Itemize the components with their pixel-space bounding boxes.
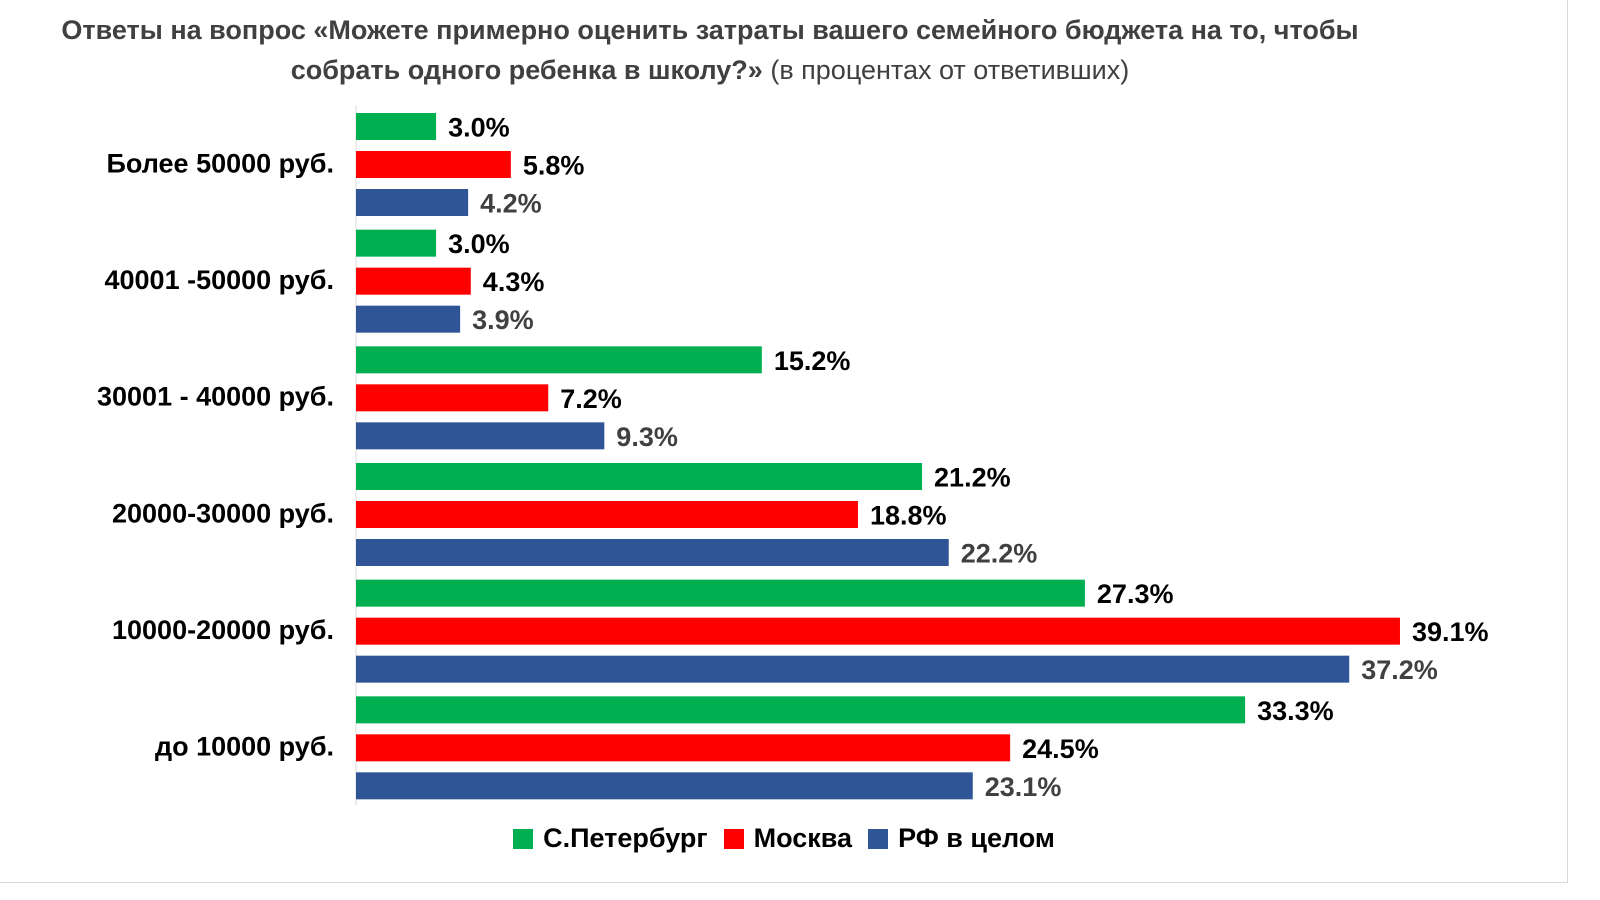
- chart-title-note: (в процентах от ответивших): [770, 55, 1130, 85]
- legend-item-spb: С.Петербург: [513, 823, 708, 854]
- category-label: 20000-30000 руб.: [112, 498, 334, 528]
- data-label-moscow: 18.8%: [870, 501, 947, 531]
- legend-label-moscow: Москва: [753, 823, 853, 853]
- data-label-moscow: 7.2%: [560, 384, 622, 414]
- data-label-moscow: 4.3%: [483, 267, 545, 297]
- bar-spb: [356, 229, 437, 257]
- bar-moscow: [356, 734, 1011, 762]
- bar-russia: [356, 305, 461, 333]
- bar-moscow: [356, 617, 1400, 645]
- bar-spb: [356, 696, 1246, 724]
- bar-moscow: [356, 384, 549, 412]
- data-label-russia: 3.9%: [472, 305, 534, 335]
- bar-russia: [356, 539, 949, 566]
- bar-moscow: [356, 267, 471, 295]
- category-label: 10000-20000 руб.: [112, 615, 334, 645]
- bar-spb: [356, 463, 923, 490]
- bar-moscow: [356, 151, 511, 178]
- category-label: 30001 - 40000 руб.: [97, 382, 334, 412]
- category-label: Более 50000 руб.: [107, 148, 334, 178]
- bar-russia: [356, 422, 605, 450]
- bar-russia: [356, 189, 469, 216]
- data-label-russia: 37.2%: [1361, 655, 1438, 685]
- category-label: до 10000 руб.: [155, 732, 334, 762]
- data-label-russia: 23.1%: [985, 772, 1062, 802]
- data-label-spb: 27.3%: [1097, 579, 1174, 609]
- legend-swatch-spb: [513, 828, 534, 849]
- bar-moscow: [356, 501, 858, 528]
- data-label-spb: 33.3%: [1257, 696, 1334, 726]
- data-label-spb: 21.2%: [934, 463, 1011, 493]
- data-label-moscow: 5.8%: [523, 151, 585, 181]
- bar-russia: [356, 655, 1350, 683]
- legend-swatch-russia: [868, 828, 889, 849]
- bar-spb: [356, 579, 1085, 607]
- data-label-moscow: 39.1%: [1412, 617, 1489, 647]
- data-label-russia: 4.2%: [480, 189, 542, 219]
- data-label-spb: 15.2%: [774, 346, 851, 376]
- legend-item-russia: РФ в целом: [868, 823, 1055, 854]
- chart-title-main: Ответы на вопрос «Можете примерно оценит…: [61, 15, 1359, 85]
- data-label-spb: 3.0%: [448, 229, 510, 259]
- bar-chart: Более 50000 руб. 3.0% 5.8% 4.2% 40001 -50000…: [97, 105, 1489, 805]
- category-label: 40001 -50000 руб.: [105, 265, 335, 295]
- data-label-moscow: 24.5%: [1022, 734, 1099, 764]
- legend-label-spb: С.Петербург: [543, 823, 708, 853]
- legend-swatch-moscow: [723, 828, 744, 849]
- bar-russia: [356, 772, 973, 800]
- bar-spb: [356, 113, 437, 140]
- chart-title: Ответы на вопрос «Можете примерно оценит…: [60, 10, 1360, 90]
- chart-legend: С.Петербург Москва РФ в целом: [0, 823, 1568, 854]
- bar-spb: [356, 346, 762, 374]
- legend-item-moscow: Москва: [723, 823, 853, 854]
- data-label-russia: 22.2%: [961, 539, 1038, 569]
- legend-label-russia: РФ в целом: [898, 823, 1055, 853]
- data-label-russia: 9.3%: [616, 422, 678, 452]
- data-label-spb: 3.0%: [448, 113, 510, 143]
